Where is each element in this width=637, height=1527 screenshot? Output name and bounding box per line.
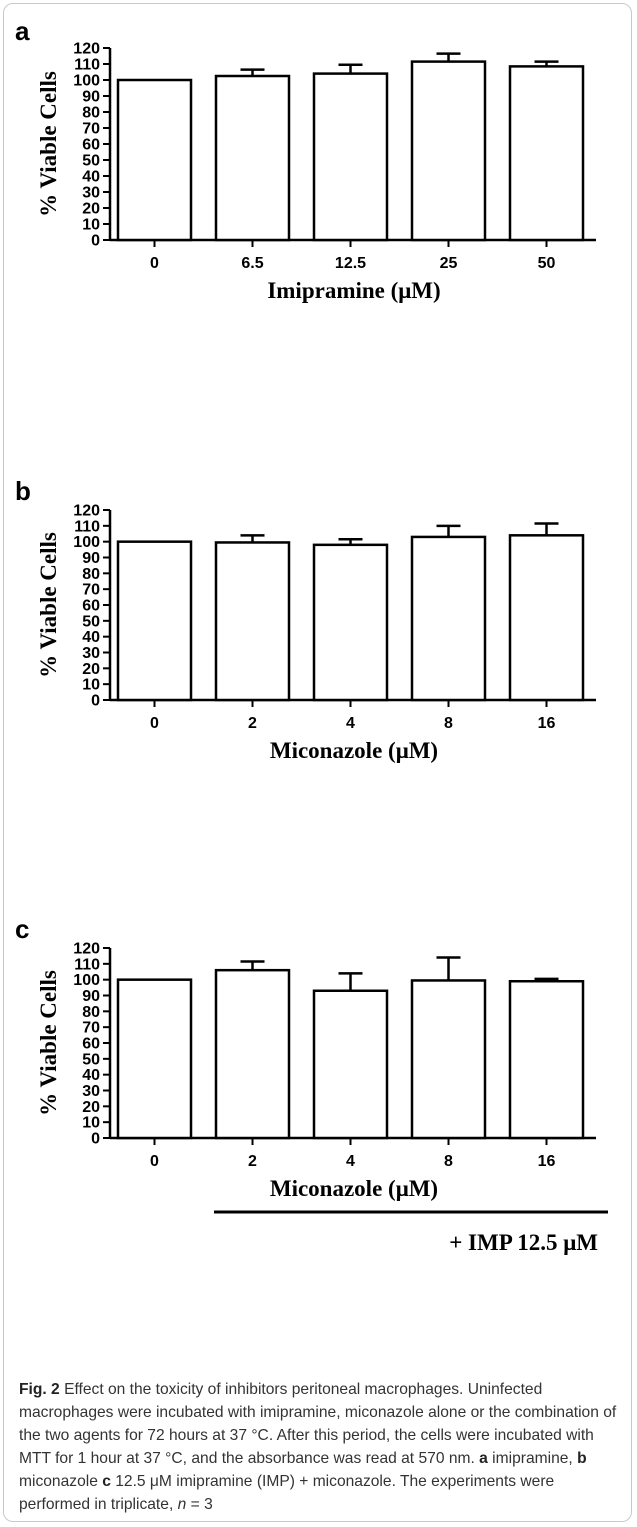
x-tick-label: 16 bbox=[538, 715, 556, 732]
y-tick-label: 80 bbox=[82, 105, 100, 122]
bar bbox=[312, 543, 389, 702]
caption-n: n bbox=[177, 1496, 187, 1513]
caption-panel-a: a bbox=[479, 1450, 488, 1467]
y-tick-label: 50 bbox=[82, 613, 100, 630]
bar bbox=[116, 978, 193, 1140]
y-tick-label: 60 bbox=[82, 598, 100, 615]
y-tick-label: 80 bbox=[82, 566, 100, 583]
y-tick-label: 70 bbox=[82, 582, 100, 599]
x-tick-label: 8 bbox=[444, 1153, 453, 1170]
x-tick-label: 2 bbox=[248, 1153, 257, 1170]
bar bbox=[214, 541, 291, 702]
x-axis-title: Imipramine (μM) bbox=[267, 278, 440, 303]
x-tick-label: 8 bbox=[444, 715, 453, 732]
bar bbox=[214, 74, 291, 242]
figure-caption: Fig. 2 Effect on the toxicity of inhibit… bbox=[19, 1378, 619, 1516]
y-tick-label: 0 bbox=[91, 233, 100, 250]
y-tick-label: 120 bbox=[73, 941, 100, 958]
x-tick-label: 0 bbox=[150, 1153, 159, 1170]
y-tick-label: 40 bbox=[82, 629, 100, 646]
bar bbox=[214, 968, 291, 1140]
y-axis-title: % Viable Cells bbox=[36, 970, 61, 1116]
figure-frame bbox=[3, 3, 632, 1522]
caption-panel-b: b bbox=[577, 1450, 587, 1467]
panel-letter: a bbox=[15, 16, 30, 46]
caption-title: Effect on the toxicity of inhibitors per… bbox=[59, 1381, 464, 1398]
y-axis-title: % Viable Cells bbox=[36, 532, 61, 678]
y-tick-label: 20 bbox=[82, 661, 100, 678]
y-tick-label: 70 bbox=[82, 121, 100, 138]
y-tick-label: 90 bbox=[82, 550, 100, 567]
x-axis-title: Miconazole (μM) bbox=[270, 1176, 438, 1201]
combination-bracket-label: + IMP 12.5 μM bbox=[449, 1230, 598, 1255]
x-axis-title: Miconazole (μM) bbox=[270, 738, 438, 763]
y-tick-label: 30 bbox=[82, 1083, 100, 1100]
y-axis-title: % Viable Cells bbox=[36, 71, 61, 217]
y-tick-label: 10 bbox=[82, 1115, 100, 1132]
y-tick-label: 110 bbox=[74, 956, 100, 973]
bar bbox=[410, 979, 487, 1140]
y-tick-label: 120 bbox=[73, 503, 100, 520]
bar bbox=[508, 534, 585, 702]
y-tick-label: 100 bbox=[73, 534, 100, 551]
x-tick-label: 50 bbox=[538, 255, 556, 272]
y-tick-label: 110 bbox=[74, 57, 100, 74]
y-tick-label: 60 bbox=[82, 1036, 100, 1053]
y-tick-label: 50 bbox=[82, 1051, 100, 1068]
x-tick-label: 25 bbox=[440, 255, 458, 272]
bar bbox=[410, 60, 487, 242]
caption-text-c: 12.5 μM imipramine (IMP) + miconazole. T… bbox=[19, 1473, 555, 1513]
bar bbox=[312, 989, 389, 1140]
y-tick-label: 0 bbox=[91, 1131, 100, 1148]
y-tick-label: 10 bbox=[82, 217, 100, 234]
x-tick-label: 0 bbox=[150, 715, 159, 732]
y-tick-label: 30 bbox=[82, 185, 100, 202]
caption-text-a: imipramine, bbox=[487, 1450, 578, 1467]
y-tick-label: 90 bbox=[82, 89, 100, 106]
x-tick-label: 4 bbox=[346, 715, 355, 732]
caption-text-end: = 3 bbox=[186, 1496, 213, 1513]
y-tick-label: 50 bbox=[82, 153, 100, 170]
caption-text-b: miconazole bbox=[19, 1473, 103, 1490]
y-tick-label: 100 bbox=[73, 73, 100, 90]
y-tick-label: 110 bbox=[74, 518, 100, 535]
panel-letter: c bbox=[15, 914, 29, 944]
panel-letter: b bbox=[15, 476, 31, 506]
y-tick-label: 20 bbox=[82, 1099, 100, 1116]
x-tick-label: 4 bbox=[346, 1153, 355, 1170]
x-tick-label: 16 bbox=[538, 1153, 556, 1170]
bar bbox=[508, 980, 585, 1140]
caption-panel-c: c bbox=[102, 1473, 111, 1490]
bar bbox=[410, 535, 487, 702]
y-tick-label: 90 bbox=[82, 988, 100, 1005]
y-tick-label: 10 bbox=[82, 677, 100, 694]
x-tick-label: 6.5 bbox=[241, 255, 263, 272]
y-tick-label: 20 bbox=[82, 201, 100, 218]
y-tick-label: 70 bbox=[82, 1020, 100, 1037]
y-tick-label: 120 bbox=[73, 41, 100, 58]
y-tick-label: 60 bbox=[82, 137, 100, 154]
x-tick-label: 12.5 bbox=[335, 255, 366, 272]
y-tick-label: 40 bbox=[82, 169, 100, 186]
bar bbox=[116, 540, 193, 702]
x-tick-label: 0 bbox=[150, 255, 159, 272]
caption-text-1: Uninfected macrophages were incubated wi… bbox=[19, 1381, 617, 1467]
bar bbox=[312, 72, 389, 242]
bar bbox=[508, 65, 585, 242]
y-tick-label: 40 bbox=[82, 1067, 100, 1084]
y-tick-label: 0 bbox=[91, 693, 100, 710]
y-tick-label: 80 bbox=[82, 1004, 100, 1021]
y-tick-label: 30 bbox=[82, 645, 100, 662]
caption-fig-label: Fig. 2 bbox=[19, 1381, 60, 1398]
x-tick-label: 2 bbox=[248, 715, 257, 732]
bar bbox=[116, 78, 193, 242]
y-tick-label: 100 bbox=[73, 972, 100, 989]
